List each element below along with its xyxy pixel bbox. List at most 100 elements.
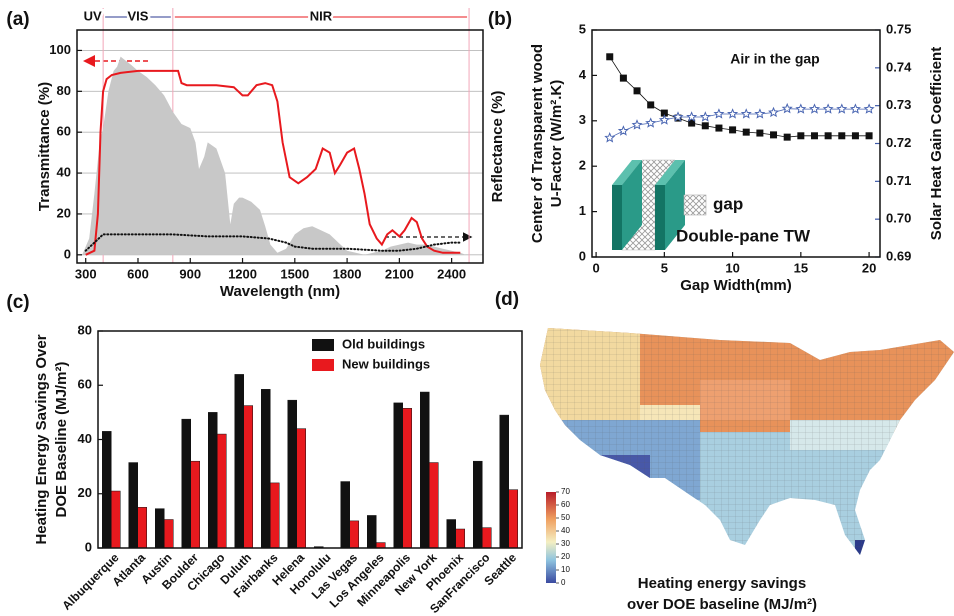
marker — [660, 109, 668, 117]
marker — [617, 125, 629, 136]
bar — [128, 462, 138, 549]
x-tick-label: 1200 — [228, 266, 257, 281]
bar — [217, 433, 227, 549]
bar — [102, 431, 112, 549]
plot-frame — [97, 330, 523, 549]
bar — [287, 399, 297, 549]
bar — [446, 519, 456, 549]
y-axis-label: DOE Baseline (MJ/m²) — [53, 362, 70, 518]
x-axis-label: Gap Width(mm) — [680, 277, 792, 294]
bar — [402, 408, 412, 549]
x-tick-label: 1500 — [280, 266, 309, 281]
y-tick-label: 60 — [78, 377, 92, 392]
bar — [164, 519, 174, 549]
bar — [473, 460, 483, 549]
marker — [865, 132, 873, 140]
marker — [770, 131, 778, 139]
us-map — [540, 328, 954, 555]
bar — [420, 391, 430, 549]
y2-axis-label: Reflectance (%) — [489, 91, 506, 203]
marker — [795, 103, 807, 114]
marker — [701, 122, 709, 130]
bar — [261, 389, 271, 549]
x-tick-label: 1800 — [333, 266, 362, 281]
x-tick-label: 2400 — [437, 266, 466, 281]
marker — [606, 53, 614, 61]
marker — [849, 103, 861, 114]
x-axis-label: Wavelength (nm) — [220, 283, 340, 300]
bar — [243, 405, 253, 549]
marker — [851, 132, 859, 140]
y2-axis-label: Solar Heat Gain Coefficient — [928, 47, 945, 240]
bar — [111, 490, 121, 549]
marker — [781, 102, 793, 114]
y-axis-label: Transmittance (%) — [36, 82, 53, 211]
annotation: Double-pane TW — [676, 226, 811, 245]
marker — [645, 117, 657, 128]
bar — [208, 412, 218, 549]
marker — [631, 119, 643, 130]
x-tick-label: 20 — [862, 260, 876, 275]
bar — [376, 542, 386, 549]
marker — [715, 124, 723, 132]
x-tick-label: 5 — [661, 260, 668, 275]
area — [82, 56, 466, 255]
x-tick-label: 300 — [75, 266, 97, 281]
y-axis-label: Center of Transparent wood — [529, 44, 546, 243]
marker — [647, 101, 655, 109]
y-tick-label: 0.72 — [886, 135, 911, 150]
x-tick-label: 15 — [794, 260, 808, 275]
bar — [349, 520, 359, 549]
colorbar-tick-label: 10 — [561, 565, 570, 574]
marker — [729, 126, 737, 134]
marker — [688, 119, 696, 127]
region-label: VIS — [128, 8, 149, 23]
y-tick-label: 0 — [579, 248, 586, 263]
legend-label: Old buildings — [342, 336, 425, 351]
bar — [155, 508, 165, 549]
marker — [756, 129, 764, 137]
y-axis-label: Heating Energy Savings Over — [33, 334, 50, 544]
y-tick-label: 1 — [579, 203, 586, 218]
region-label: UV — [84, 8, 102, 23]
annotation: gap — [713, 194, 743, 213]
marker — [808, 103, 821, 114]
x-tick-label: 900 — [179, 266, 201, 281]
plot-frame — [76, 29, 484, 264]
marker — [658, 114, 670, 125]
colorbar-tick-label: 40 — [561, 526, 570, 535]
bar — [455, 528, 465, 549]
bar — [340, 481, 350, 549]
y-tick-label: 40 — [78, 431, 92, 446]
y-tick-label: 80 — [78, 322, 92, 337]
marker — [672, 111, 684, 122]
bar — [508, 489, 518, 549]
bar — [393, 402, 403, 549]
double-pane-icon — [612, 159, 707, 251]
panel-label: (c) — [6, 292, 29, 313]
map-caption: Heating energy savings — [638, 575, 806, 592]
bar — [270, 482, 280, 549]
region-label: NIR — [310, 8, 333, 23]
bar — [190, 460, 200, 549]
y-tick-label: 3 — [579, 112, 586, 127]
marker — [822, 103, 834, 114]
bar — [296, 428, 306, 549]
bar — [137, 507, 147, 549]
y-tick-label: 2 — [579, 158, 586, 173]
marker — [713, 108, 725, 119]
colorbar-tick-label: 0 — [561, 578, 566, 587]
marker — [824, 132, 832, 140]
legend-label: New buildings — [342, 356, 430, 371]
y-tick-label: 0.69 — [886, 248, 911, 263]
bar — [234, 374, 244, 549]
colorbar — [546, 492, 556, 583]
x-tick-label: 0 — [592, 260, 599, 275]
y-tick-label: 0.74 — [886, 59, 912, 74]
y-tick-label: 0.75 — [886, 21, 911, 36]
marker — [633, 87, 641, 95]
y-tick-label: 0.73 — [886, 97, 911, 112]
marker — [604, 131, 616, 143]
y-tick-label: 0 — [85, 539, 92, 554]
legend-swatch — [312, 359, 334, 371]
